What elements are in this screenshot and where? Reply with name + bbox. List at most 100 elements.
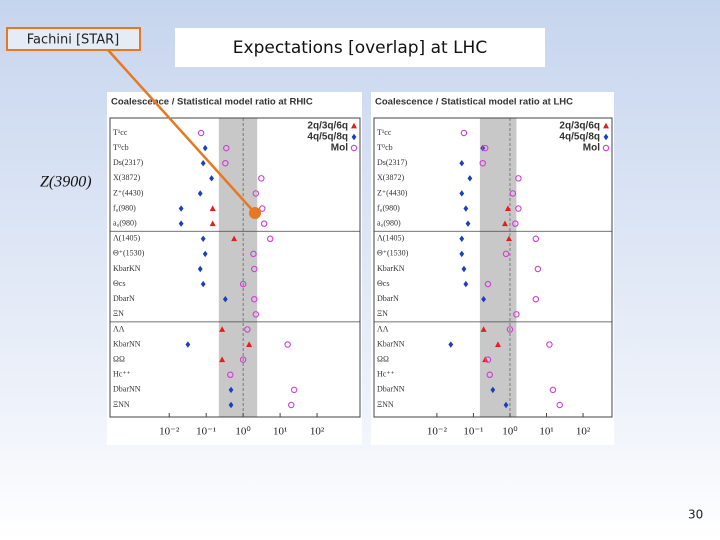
charts: Coalescence / Statistical model ratio at… bbox=[107, 92, 614, 445]
x-tick-label: 10² bbox=[576, 426, 591, 438]
marker-diamond bbox=[222, 296, 228, 303]
legend-label: 2q/3q/6q bbox=[559, 121, 600, 132]
marker-triangle bbox=[209, 220, 216, 227]
marker-circle bbox=[244, 326, 251, 333]
marker-circle bbox=[515, 175, 522, 182]
marker-diamond bbox=[178, 220, 184, 227]
marker-circle bbox=[460, 129, 468, 137]
marker-circle bbox=[252, 190, 260, 197]
marker-diamond bbox=[465, 220, 471, 227]
category-label: KbarNN bbox=[113, 339, 141, 348]
marker-triangle bbox=[501, 220, 508, 227]
marker-circle bbox=[509, 190, 517, 197]
marker-circle bbox=[260, 220, 268, 227]
marker-diamond bbox=[459, 250, 465, 258]
category-label: Θcs bbox=[377, 279, 389, 288]
legend-label: 2q/3q/6q bbox=[307, 121, 348, 132]
legend-label: Mol bbox=[583, 143, 600, 154]
category-label: Θ⁺(1530) bbox=[377, 249, 409, 258]
title-box bbox=[175, 28, 545, 67]
marker-diamond bbox=[228, 386, 234, 394]
marker-triangle bbox=[505, 235, 512, 242]
marker-circle bbox=[512, 220, 519, 227]
page-number: 30 bbox=[688, 508, 703, 522]
category-label: a₀(980) bbox=[113, 218, 137, 227]
slide-title: Expectations [overlap] at LHC bbox=[233, 38, 487, 58]
category-label: Ds(2317) bbox=[113, 158, 144, 167]
marker-circle bbox=[506, 326, 514, 333]
category-label: Z⁺(4430) bbox=[113, 188, 144, 197]
marker-diamond bbox=[459, 160, 465, 167]
plot-frame bbox=[373, 117, 613, 418]
category-label: Λ(1405) bbox=[377, 234, 404, 243]
marker-circle bbox=[266, 235, 274, 243]
marker-circle bbox=[284, 341, 291, 348]
marker-circle bbox=[197, 129, 205, 137]
category-label: X(3872) bbox=[113, 173, 140, 182]
category-label: KbarNN bbox=[377, 339, 405, 348]
x-tick-label: 10⁻² bbox=[427, 426, 448, 438]
category-label: T¹cc bbox=[377, 128, 392, 137]
category-label: ΛΛ bbox=[113, 324, 125, 333]
pointer-dot bbox=[249, 207, 261, 219]
category-label: ΞN bbox=[113, 309, 124, 318]
marker-triangle bbox=[231, 235, 238, 242]
marker-circle bbox=[546, 341, 553, 348]
category-label: DbarN bbox=[377, 294, 399, 303]
legend-swatch bbox=[602, 144, 610, 152]
marker-circle bbox=[251, 265, 258, 273]
category-label: ΩΩ bbox=[113, 354, 125, 363]
marker-triangle bbox=[209, 205, 216, 211]
legend-label: 4q/5q/8q bbox=[559, 132, 600, 143]
x-tick-label: 10⁻¹ bbox=[463, 426, 483, 438]
category-label: Θcs bbox=[113, 279, 125, 288]
marker-diamond bbox=[228, 401, 234, 409]
marker-circle bbox=[502, 250, 510, 258]
category-label: Hc⁺⁺ bbox=[377, 370, 395, 379]
marker-diamond bbox=[490, 386, 496, 394]
category-label: ΩΩ bbox=[377, 354, 389, 363]
category-label: DbarN bbox=[113, 294, 135, 303]
category-label: T⁰cb bbox=[113, 143, 129, 152]
marker-triangle bbox=[219, 326, 226, 332]
category-label: KbarKN bbox=[113, 264, 141, 273]
category-label: T⁰cb bbox=[377, 143, 393, 152]
chart-title: Coalescence / Statistical model ratio at… bbox=[375, 97, 573, 108]
marker-diamond bbox=[461, 265, 467, 273]
category-label: Θ⁺(1530) bbox=[113, 249, 145, 258]
category-label: ΞN bbox=[377, 309, 388, 318]
category-label: Z⁺(4430) bbox=[377, 188, 408, 197]
marker-circle bbox=[239, 356, 247, 363]
marker-diamond bbox=[197, 190, 203, 197]
category-label: Hc⁺⁺ bbox=[113, 370, 131, 379]
marker-diamond bbox=[200, 160, 206, 167]
marker-diamond bbox=[459, 235, 465, 242]
marker-diamond bbox=[178, 205, 184, 212]
marker-circle bbox=[287, 401, 295, 409]
category-label: DbarNN bbox=[377, 385, 405, 394]
marker-diamond bbox=[459, 190, 465, 197]
legend-label: 4q/5q/8q bbox=[307, 132, 348, 143]
category-label: ΞNN bbox=[377, 400, 394, 409]
shaded-range bbox=[218, 118, 258, 417]
category-label: Λ(1405) bbox=[113, 234, 140, 243]
marker-circle bbox=[259, 205, 266, 212]
x-tick-label: 10⁻¹ bbox=[196, 426, 216, 438]
marker-circle bbox=[534, 265, 542, 273]
marker-circle bbox=[515, 205, 522, 212]
category-label: ΞNN bbox=[113, 400, 130, 409]
category-label: ΛΛ bbox=[377, 324, 389, 333]
shaded-range bbox=[479, 118, 517, 417]
marker-circle bbox=[486, 371, 494, 379]
source-box bbox=[6, 27, 141, 51]
marker-diamond bbox=[448, 341, 454, 348]
marker-diamond bbox=[185, 341, 191, 348]
marker-triangle bbox=[504, 205, 511, 211]
marker-diamond bbox=[467, 175, 473, 182]
category-label: DbarNN bbox=[113, 385, 141, 394]
legend-swatch bbox=[603, 133, 609, 141]
pointer-line bbox=[107, 49, 256, 214]
marker-diamond bbox=[197, 265, 203, 273]
legend-label: Mol bbox=[331, 143, 348, 154]
marker-circle bbox=[227, 371, 234, 379]
